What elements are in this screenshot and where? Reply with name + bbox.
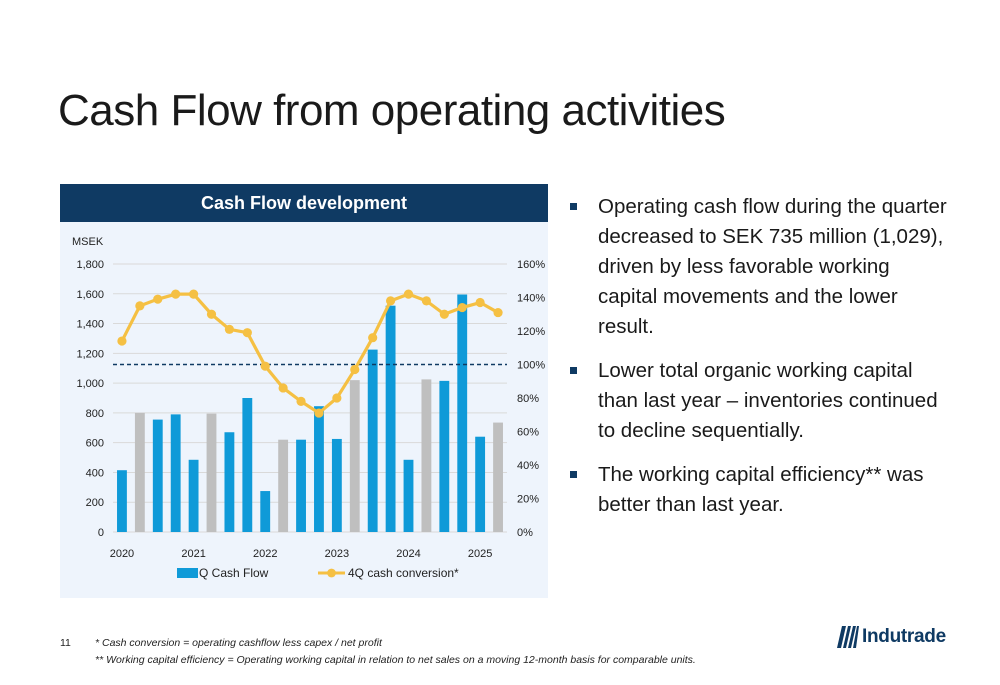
cash-flow-chart: 0 200 400 600 800 1,000 1,200 1,400 1,600 1,800 0%… xyxy=(72,236,545,580)
y-tick-label: 0 xyxy=(98,527,104,539)
bar xyxy=(117,470,127,532)
y-tick-label: 1,600 xyxy=(76,289,104,301)
y2-tick-label: 120% xyxy=(517,326,545,338)
conversion-point xyxy=(188,289,199,299)
bar xyxy=(475,436,486,532)
conversion-point xyxy=(421,296,432,306)
y-tick-label: 600 xyxy=(86,438,104,450)
bar xyxy=(134,412,145,532)
conversion-point xyxy=(368,333,378,343)
y-tick-label: 1,800 xyxy=(76,259,104,271)
bar xyxy=(152,419,163,532)
x-tick-label: 2023 xyxy=(325,548,349,560)
conversion-point xyxy=(278,383,288,393)
conversion-point xyxy=(117,336,127,346)
indutrade-logo: Indutrade xyxy=(837,626,946,648)
legend-label-q-cash-flow: Q Cash Flow xyxy=(199,566,269,580)
conversion-point xyxy=(457,302,467,313)
bar xyxy=(278,439,289,532)
conversion-point xyxy=(224,324,235,334)
conversion-point xyxy=(153,294,163,304)
bullet-text: Lower total organic working capital than… xyxy=(598,359,938,442)
x-tick-label: 2022 xyxy=(253,548,277,560)
conversion-point xyxy=(296,396,306,406)
legend-swatch-q-cash-flow xyxy=(177,568,198,578)
bar xyxy=(242,398,253,532)
bar xyxy=(188,459,199,532)
legend-swatch-marker xyxy=(327,568,336,578)
conversion-point xyxy=(314,408,324,418)
conversion-point xyxy=(475,297,485,308)
bar xyxy=(314,406,324,532)
y2-tick-label: 40% xyxy=(517,460,539,472)
bar xyxy=(170,414,181,532)
y-tick-label: 1,200 xyxy=(76,348,104,360)
chart-panel: Cash Flow development 0 200 400 600 800 1,000… xyxy=(60,184,548,598)
bullet-marker xyxy=(570,367,577,374)
y2-tick-label: 160% xyxy=(517,259,545,271)
bar xyxy=(331,438,342,532)
bar xyxy=(224,432,235,532)
bar xyxy=(260,491,271,532)
bar xyxy=(206,413,217,532)
y-tick-label: 200 xyxy=(86,497,104,509)
y2-tick-label: 60% xyxy=(517,427,539,439)
x-tick-label: 2024 xyxy=(396,548,420,560)
chart-title: Cash Flow development xyxy=(60,184,548,222)
y2-tick-label: 80% xyxy=(517,393,539,405)
bullet-text: The working capital efficiency** was bet… xyxy=(598,463,924,516)
y2-tick-label: 20% xyxy=(517,494,539,506)
bullet-item: Lower total organic working capital than… xyxy=(568,356,948,446)
bullet-text: Operating cash flow during the quarter d… xyxy=(598,195,947,338)
y-tick-label: 400 xyxy=(86,467,104,479)
conversion-point xyxy=(206,309,217,319)
bar xyxy=(403,459,414,532)
bullet-item: Operating cash flow during the quarter d… xyxy=(568,192,948,342)
footnote-working-capital: ** Working capital efficiency = Operatin… xyxy=(95,654,696,666)
y-tick-label: 1,000 xyxy=(76,378,104,390)
footnote-cash-conversion: * Cash conversion = operating cashflow l… xyxy=(95,637,382,649)
conversion-point xyxy=(403,289,414,299)
x-tick-label: 2021 xyxy=(181,548,205,560)
conversion-line xyxy=(120,292,499,415)
conversion-point xyxy=(350,364,360,375)
bar xyxy=(296,439,306,532)
legend-label-cash-conversion: 4Q cash conversion* xyxy=(348,566,459,580)
bar xyxy=(421,379,432,532)
conversion-point xyxy=(135,301,145,311)
y-tick-label: 1,400 xyxy=(76,319,104,331)
y-tick-label: 800 xyxy=(86,408,104,420)
conversion-point xyxy=(171,289,181,299)
indutrade-logo-icon xyxy=(837,626,859,648)
y2-tick-label: 140% xyxy=(517,293,545,305)
bar xyxy=(349,380,360,532)
conversion-point xyxy=(385,296,396,306)
bullet-item: The working capital efficiency** was bet… xyxy=(568,460,948,520)
conversion-point xyxy=(332,393,342,403)
x-tick-label: 2020 xyxy=(110,548,134,560)
y2-tick-label: 0% xyxy=(517,527,533,539)
y-axis-label: MSEK xyxy=(72,236,104,248)
bar xyxy=(367,349,378,532)
bullet-marker xyxy=(570,203,577,210)
bar xyxy=(493,422,503,532)
bar xyxy=(457,294,468,532)
y2-tick-label: 100% xyxy=(517,360,545,372)
bar xyxy=(385,305,396,532)
conversion-point xyxy=(493,307,503,318)
bar xyxy=(439,380,450,532)
conversion-point xyxy=(439,309,449,319)
conversion-point xyxy=(260,361,270,371)
page-title: Cash Flow from operating activities xyxy=(58,86,726,135)
bullet-marker xyxy=(570,471,577,478)
bullet-list: Operating cash flow during the quarter d… xyxy=(568,192,948,534)
conversion-point xyxy=(242,328,252,338)
page-number: 11 xyxy=(60,637,71,649)
logo-text: Indutrade xyxy=(862,626,946,647)
x-tick-label: 2025 xyxy=(468,548,492,560)
